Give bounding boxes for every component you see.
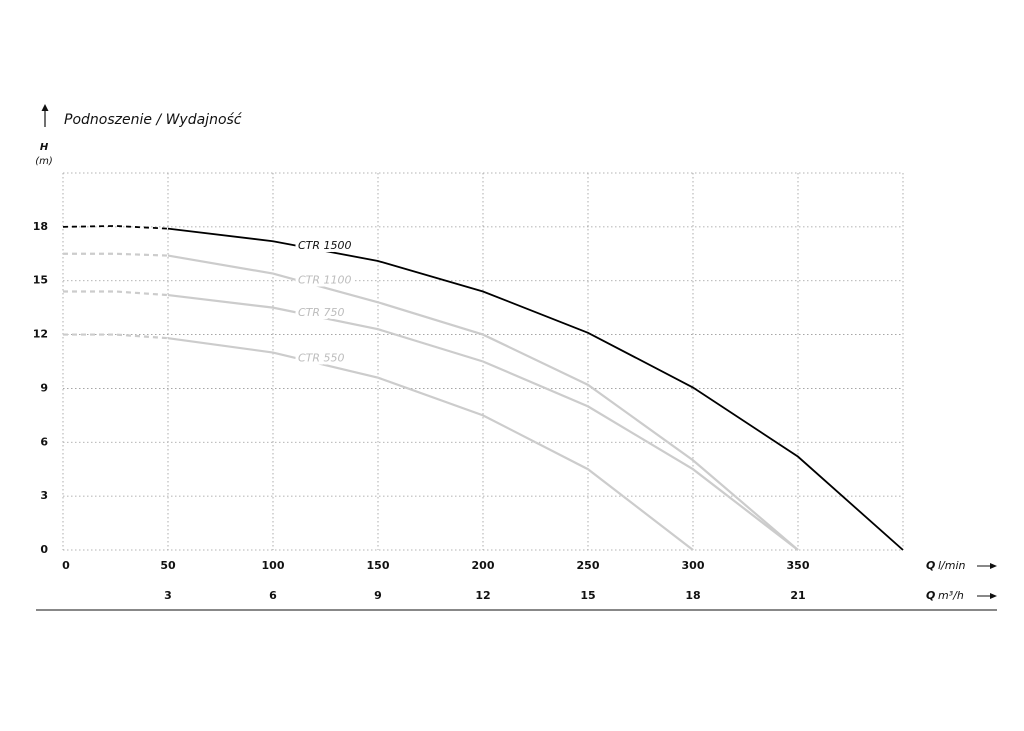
x-tick-label: 0 <box>62 559 70 572</box>
series-label: CTR 1100 <box>298 273 352 286</box>
y-axis-symbol: H <box>40 142 49 153</box>
x-tick-label: 350 <box>787 559 810 572</box>
x2-tick-label: 21 <box>790 589 805 602</box>
x-tick-label: 150 <box>367 559 390 572</box>
x2-tick-label: 18 <box>685 589 700 602</box>
curve-extrapolated <box>62 225 169 230</box>
chart-title: Podnoszenie / Wydajność <box>64 112 243 128</box>
x-tick-label: 300 <box>682 559 705 572</box>
x-tick-label: 100 <box>262 559 285 572</box>
x2-tick-label: 15 <box>580 589 595 602</box>
x2-tick-label: 9 <box>374 589 382 602</box>
x2-tick-label: 3 <box>164 589 172 602</box>
x-tick-label: 250 <box>577 559 600 572</box>
curve <box>167 227 904 551</box>
x-tick-label: 200 <box>472 559 495 572</box>
curve-extrapolated <box>63 333 169 340</box>
series-label: CTR 750 <box>298 306 345 319</box>
x2-axis-unit: m³/h <box>938 589 964 602</box>
x-arrow-head <box>990 563 997 569</box>
x-axis-unit: l/min <box>938 559 966 572</box>
x-axis-symbol: Q <box>926 559 935 572</box>
y-arrow-head <box>41 104 49 111</box>
x2-tick-label: 12 <box>475 589 490 602</box>
y-tick-label: 6 <box>40 435 48 448</box>
x2-arrow-head <box>990 593 997 599</box>
y-tick-label: 9 <box>40 381 48 394</box>
curve-extrapolated <box>63 252 169 257</box>
x2-axis-symbol: Q <box>926 589 935 602</box>
x2-tick-label: 6 <box>269 589 277 602</box>
series-label: CTR 550 <box>298 352 345 365</box>
curve <box>167 254 799 551</box>
curve-extrapolated <box>63 290 169 297</box>
x-tick-label: 50 <box>160 559 176 572</box>
y-axis-unit: (m) <box>35 156 53 167</box>
y-tick-label: 0 <box>40 543 48 556</box>
y-tick-label: 18 <box>33 220 48 233</box>
series-label: CTR 1500 <box>298 239 352 252</box>
curve <box>167 337 694 551</box>
curve <box>167 293 799 551</box>
y-tick-label: 15 <box>33 274 48 287</box>
y-tick-label: 3 <box>40 489 48 502</box>
y-tick-label: 12 <box>33 328 48 341</box>
